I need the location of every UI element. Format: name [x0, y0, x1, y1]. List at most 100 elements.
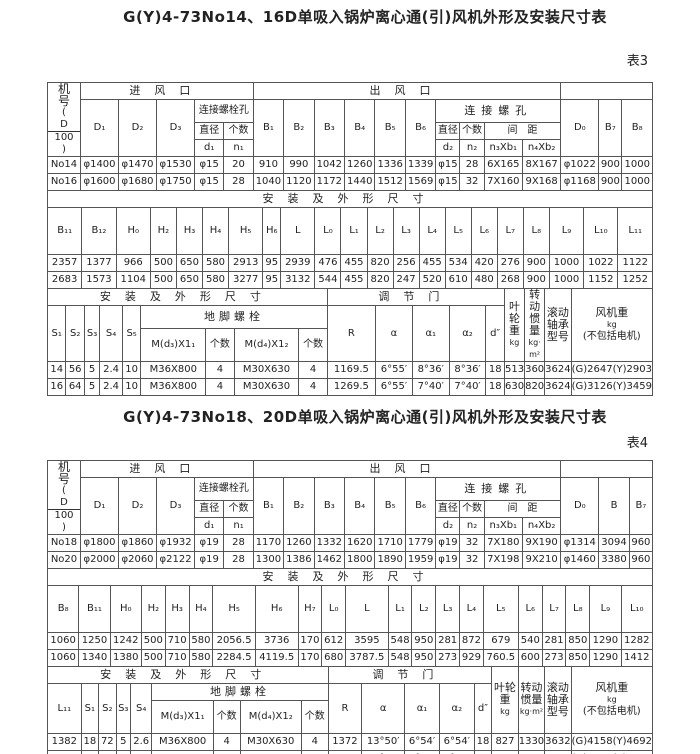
column-header: B₈	[621, 99, 653, 157]
symbol-header: n₄Xb₂	[521, 139, 562, 157]
foundation-bolt-header: 地脚螺栓	[151, 683, 329, 701]
table-cell: 540	[517, 632, 543, 650]
table-cell: 500	[140, 649, 166, 667]
table-row: 1060 1250 1242 500 710 580 2056.5 3736 170 612 359…	[46, 632, 654, 650]
table-section: 安装及外形尺寸 调节门 叶轮重 kg 转动惯量 kg·m² 滚动轴承型号 风机重 kg (不包括电…	[47, 667, 654, 754]
table-cell: 1282	[620, 632, 654, 650]
table-cell: 273	[435, 649, 461, 667]
table-row: 直径 个数 直径 个数间 距	[48, 500, 653, 518]
table-cell: φ1530	[156, 156, 196, 174]
column-header: 转动惯量 kg·m²	[524, 289, 546, 362]
table-cell: 650	[175, 271, 203, 289]
blank-header	[560, 460, 653, 478]
table-cell: 850	[565, 632, 591, 650]
column-header: D₂	[118, 477, 158, 535]
column-header: L₄	[459, 585, 484, 633]
table-row: No18 φ1800 φ1860 φ1932 φ19 28 1170 1260 1332 1620…	[47, 534, 654, 552]
column-header: S₁	[46, 305, 67, 362]
table-cell: φ19	[194, 534, 225, 552]
table-cell: 56	[65, 361, 85, 379]
table-cell: 2284.5	[212, 649, 256, 667]
table-cell: 28	[459, 156, 485, 174]
table-cell: 10	[121, 378, 142, 396]
table-row: 16 64 5 2.4 10 M36X800 4 M30X630 4 1269.5 6°55′ 7°4…	[46, 378, 654, 396]
table-cell: 3736	[254, 632, 299, 650]
header-main: 风机重	[595, 681, 629, 694]
table-cell: φ1600	[79, 173, 120, 191]
table-row: 1060 1340 1380 500 710 580 2284.5 4119.5 170 680 3…	[46, 649, 654, 667]
damper-header: 调节门	[327, 667, 493, 684]
table-cell: φ15	[435, 173, 461, 191]
symbol-header: n₂	[459, 139, 485, 157]
machine-number-header: 机号(D 100)	[47, 460, 81, 535]
table-row: No16 φ1600 φ1680 φ1750 φ15 28 1040 1120 1172 1440…	[47, 173, 653, 191]
column-header: B₁₂	[81, 207, 117, 255]
header-main: 滚动轴承型号	[546, 306, 569, 343]
table-cell: φ1022	[560, 156, 600, 174]
table-cell: φ1750	[156, 173, 196, 191]
symbol-header: d₂	[435, 139, 461, 157]
table-3: 机号(D 100) 进风口 出风口 D₁ D₂ D₃ 连接螺栓孔 B₁ B₂ B₃ B₄ B₅ B₆ 连接螺…	[46, 82, 654, 396]
column-header: D₂	[118, 99, 158, 157]
table-cell: No14	[47, 156, 81, 174]
table-cell: M30X630	[239, 750, 302, 754]
column-header: H₄	[201, 207, 230, 255]
column-header: 个数	[300, 700, 329, 734]
column-header: M(d₃)X1₁	[151, 700, 214, 734]
table-row: 1382 18 72 5 2.6 M36X800 4 M30X630 4 1372 13°50′ 6°…	[47, 733, 654, 751]
table-cell: 1332	[313, 534, 346, 552]
table-cell: 966	[115, 254, 151, 272]
column-header: D₃	[156, 477, 196, 535]
column-header: B₃	[313, 477, 346, 535]
column-header: L₁₀	[583, 207, 619, 255]
outlet-header: 出风口	[252, 82, 562, 100]
table-cell: 256	[392, 254, 420, 272]
table-cell: 1512	[47, 750, 82, 754]
column-header: L₃	[435, 585, 461, 633]
column-header: L	[345, 585, 389, 633]
table-cell: φ1314	[560, 534, 600, 552]
table-cell: 95	[262, 271, 282, 289]
table-cell: 64	[65, 378, 85, 396]
symbol-header: n₃Xb₁	[483, 517, 523, 535]
column-header: L₇	[496, 207, 524, 255]
table-cell: 900	[598, 156, 623, 174]
column-header: L₁	[340, 207, 368, 255]
table-cell: 1386	[283, 551, 315, 569]
symbol-header: d₁	[194, 139, 225, 157]
table-cell: 9X210	[521, 551, 562, 569]
table-cell: 1336	[374, 156, 406, 174]
table-row: 14 56 5 2.4 10 M36X800 4 M30X630 4 1169.5 6°55′ 8°3…	[46, 361, 654, 379]
table-cell: 2913	[228, 254, 264, 272]
table-cell: 281	[541, 632, 567, 650]
header-main: 叶轮重	[509, 300, 521, 337]
column-header: D₀	[560, 99, 600, 157]
header-note: (不包括电机)	[582, 331, 641, 342]
table-cell: 4	[205, 378, 235, 396]
column-header: 风机重 kg (不包括电机)	[570, 667, 654, 734]
table-cell: 4	[300, 750, 329, 754]
column-header: L₄	[418, 207, 446, 255]
column-header: B₇	[628, 477, 654, 535]
diameter-header: 直径	[435, 122, 461, 140]
table-row: 机号(D 100) 进风口 出风口	[47, 460, 653, 535]
column-header: H₂	[140, 585, 166, 633]
table-cell: 580	[188, 649, 214, 667]
table-cell: 600	[517, 649, 543, 667]
table-cell: 18	[473, 750, 493, 754]
column-header: L₉	[548, 207, 585, 255]
column-header: B₈	[46, 585, 80, 633]
header-unit: kg	[500, 707, 510, 716]
table-cell: φ1168	[560, 173, 600, 191]
table-row: 安装及外形尺寸 调节门 叶轮重 kg 转动惯量 kg·m² 滚动轴承型号 风机重 kg (不包括电…	[47, 289, 654, 362]
table-cell: 1462	[313, 551, 346, 569]
diameter-fraction: (D 100)	[48, 485, 80, 534]
blank-header	[560, 82, 653, 100]
header-main: 风机重	[595, 306, 629, 319]
column-header: B₅	[374, 99, 406, 157]
table-cell: φ19	[435, 534, 461, 552]
table-cell: φ1400	[79, 156, 120, 174]
column-header: 个数	[298, 328, 328, 362]
